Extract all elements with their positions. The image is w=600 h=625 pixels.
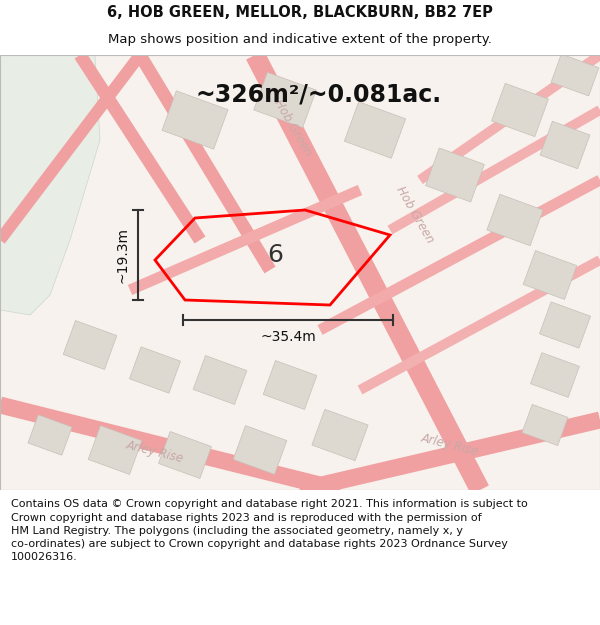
Polygon shape [530,352,580,398]
Text: Contains OS data © Crown copyright and database right 2021. This information is : Contains OS data © Crown copyright and d… [11,499,527,562]
Polygon shape [254,72,316,127]
Polygon shape [417,51,600,184]
Text: Arley Rise: Arley Rise [420,432,480,458]
Polygon shape [74,51,205,244]
Polygon shape [162,91,228,149]
Text: Hob Green: Hob Green [272,98,314,159]
Polygon shape [540,121,590,169]
Polygon shape [0,397,342,498]
Polygon shape [491,83,548,137]
Polygon shape [158,431,211,479]
Polygon shape [263,361,317,409]
Polygon shape [344,102,406,158]
Text: Arley Rise: Arley Rise [125,439,185,466]
Polygon shape [539,302,590,348]
Polygon shape [425,148,484,202]
Polygon shape [358,256,600,394]
Polygon shape [487,194,543,246]
Polygon shape [193,356,247,404]
Polygon shape [88,426,142,474]
Polygon shape [28,415,72,455]
Polygon shape [63,321,117,369]
Text: Map shows position and indicative extent of the property.: Map shows position and indicative extent… [108,33,492,46]
Text: 6, HOB GREEN, MELLOR, BLACKBURN, BB2 7EP: 6, HOB GREEN, MELLOR, BLACKBURN, BB2 7EP [107,4,493,19]
Polygon shape [0,55,100,315]
Polygon shape [246,51,489,494]
Text: Hob Green: Hob Green [394,184,436,246]
Polygon shape [312,409,368,461]
Polygon shape [0,51,145,244]
Polygon shape [128,185,362,295]
Text: ~19.3m: ~19.3m [116,227,130,283]
Polygon shape [130,347,181,393]
Polygon shape [551,54,599,96]
Polygon shape [523,251,577,299]
Polygon shape [317,175,600,335]
Text: ~326m²/~0.081ac.: ~326m²/~0.081ac. [195,83,441,107]
Polygon shape [298,412,600,498]
Polygon shape [233,426,287,474]
Text: 6: 6 [267,242,283,267]
Polygon shape [522,404,568,446]
Text: ~35.4m: ~35.4m [260,330,316,344]
Polygon shape [388,106,600,234]
Polygon shape [134,52,275,273]
